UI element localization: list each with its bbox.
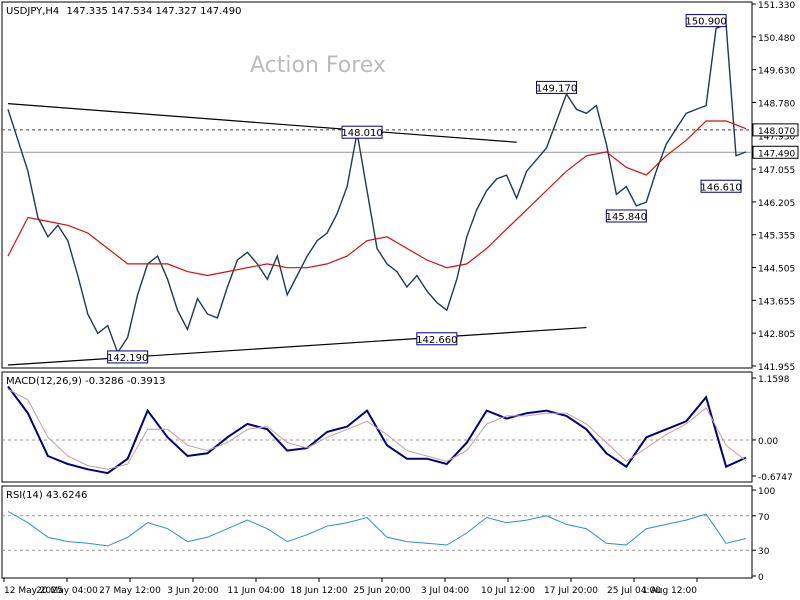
current-price-tag-box <box>752 145 799 159</box>
annotation-label-2: 148.010 <box>341 128 382 139</box>
price-trendlines <box>7 103 587 366</box>
x-tick-label-7: 3 Jul 04:00 <box>421 586 470 596</box>
price-tick-label-2: 149.630 <box>758 67 795 77</box>
dashed-level-tag-box <box>752 123 799 137</box>
price-axis: 151.330 150.480 149.630 148.780 147.930 147.0… <box>752 1 799 373</box>
annotation-box-6 <box>107 350 149 364</box>
price-tick-label-7: 145.355 <box>758 232 795 242</box>
price-series <box>7 23 747 355</box>
x-tick-label-4: 11 Jun 04:00 <box>227 586 284 596</box>
price-tick-label-1: 150.480 <box>758 34 795 44</box>
x-tick-label-2: 27 May 12:00 <box>99 586 161 596</box>
upper-trendline <box>7 103 517 143</box>
rsi-tick-label-0: 100 <box>758 487 775 497</box>
price-tick-label-9: 143.655 <box>758 297 795 307</box>
annotation-label-6: 142.190 <box>107 353 148 364</box>
series-line-usdjpy <box>7 23 747 355</box>
x-tick-label-0: 12 May 2025 <box>4 586 63 596</box>
chart-title: USDJPY,H4 147.335 147.534 147.327 147.49… <box>6 6 241 17</box>
x-tick-label-1: 20 May 04:00 <box>36 586 98 596</box>
annotation-box-0 <box>685 14 727 28</box>
price-tick-label-10: 142.805 <box>758 330 795 340</box>
x-tick-label-3: 3 Jun 20:00 <box>167 586 219 596</box>
annotation-box-4 <box>605 209 647 223</box>
macd-title: MACD(12,26,9) -0.3286 -0.3913 <box>6 376 166 387</box>
macd-tick-label-2: -0.6747 <box>758 473 793 483</box>
annotation-label-5: 142.660 <box>416 335 457 346</box>
rsi-title: RSI(14) 43.6246 <box>6 490 87 501</box>
dashed-level-tag-text: 148.070 <box>758 127 795 137</box>
rsi-tick-label-3: 0 <box>758 573 764 583</box>
annotation-box-1 <box>536 80 578 94</box>
chart-symbol: USDJPY,H4 <box>6 6 59 17</box>
current-price-tag-text: 147.490 <box>758 149 795 159</box>
macd-tick-label-0: 1.1598 <box>758 375 790 385</box>
annotation-box-2 <box>341 125 383 139</box>
price-tick-label-4: 147.930 <box>758 132 795 142</box>
price-tick-label-0: 151.330 <box>758 1 795 11</box>
rsi-layer: 100 70 30 0 <box>2 487 775 583</box>
macd-series-signal <box>7 388 747 470</box>
macd-tick-label-1: 0.00 <box>758 437 778 447</box>
annotation-label-3: 146.610 <box>700 182 741 193</box>
chart-ohlc: 147.335 147.534 147.327 147.490 <box>66 6 241 17</box>
rsi-series-line <box>7 511 747 547</box>
price-tick-label-8: 144.505 <box>758 265 795 275</box>
rsi-panel-frame <box>1 485 753 579</box>
price-tick-label-3: 148.780 <box>758 99 795 109</box>
x-tick-label-8: 10 Jul 12:00 <box>481 586 535 596</box>
rsi-tick-label-1: 70 <box>758 513 770 523</box>
annotation-label-4: 145.840 <box>606 212 647 223</box>
x-tick-label-10: 25 Jul 04:00 <box>607 586 661 596</box>
annotation-label-0: 150.900 <box>685 17 726 28</box>
price-panel-frame <box>1 1 753 369</box>
lower-trendline <box>7 326 587 366</box>
annotation-label-1: 149.170 <box>536 83 577 94</box>
x-tick-label-6: 25 Jun 20:00 <box>353 586 410 596</box>
rsi-tick-label-2: 30 <box>758 547 770 557</box>
series-line-ma <box>7 120 747 277</box>
price-tick-label-11: 141.955 <box>758 363 795 373</box>
annotation-box-5 <box>416 332 458 346</box>
price-tick-label-6: 146.205 <box>758 199 795 209</box>
x-tick-label-9: 17 Jul 20:00 <box>544 586 598 596</box>
price-tick-label-5: 147.055 <box>758 166 795 176</box>
x-tick-label-11: 1 Aug 12:00 <box>642 586 697 596</box>
x-tick-label-5: 18 Jun 12:00 <box>290 586 347 596</box>
watermark: Action Forex <box>250 53 386 78</box>
price-annotations: 150.900 149.170 148.010 146.610 145.840 142.6… <box>107 14 742 364</box>
annotation-box-3 <box>700 179 742 193</box>
macd-layer: 1.1598 0.00 -0.6747 <box>2 375 793 483</box>
